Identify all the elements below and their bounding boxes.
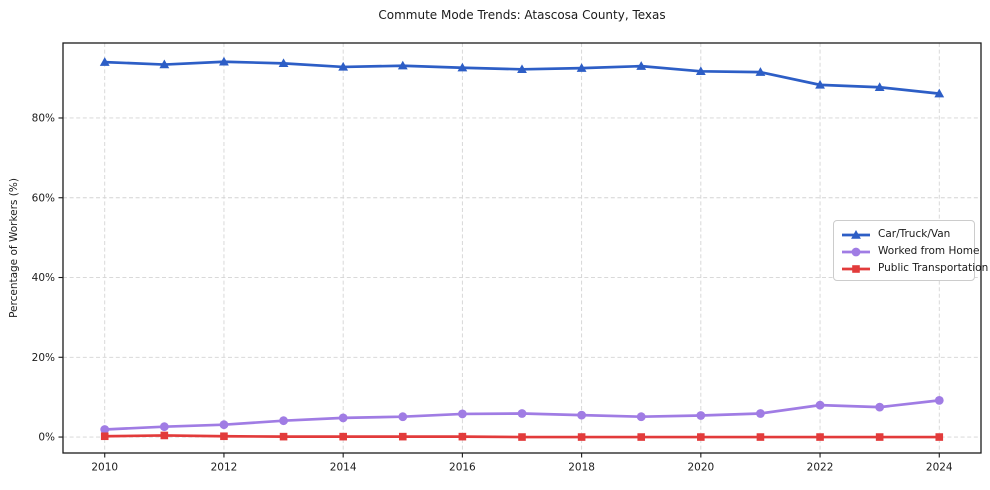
series-worked-from-home <box>100 395 944 434</box>
plot-border <box>62 42 982 454</box>
x-tick-label: 2024 <box>926 462 953 474</box>
x-tick-label: 2022 <box>807 462 834 474</box>
y-tick-label: 40% <box>32 272 55 284</box>
legend-item-worked-from-home: Worked from Home <box>841 242 979 259</box>
chart-title: Commute Mode Trends: Atascosa County, Te… <box>378 8 666 22</box>
y-tick-label: 60% <box>32 192 55 204</box>
legend-line-marker <box>842 229 870 239</box>
y-tick-label: 0% <box>38 432 55 444</box>
legend-item-public-transportation: Public Transportation <box>841 259 988 276</box>
legend-swatch-public-transportation <box>841 261 871 275</box>
axis-ticks: 2010 2012 2014 2016 2018 2020 2022 2024 0% 20% 40%… <box>32 113 953 474</box>
gridlines <box>63 43 981 453</box>
y-tick-label: 20% <box>32 352 55 364</box>
x-tick-label: 2018 <box>568 462 595 474</box>
x-tick-label: 2014 <box>330 462 357 474</box>
legend-label: Public Transportation <box>878 261 989 274</box>
x-tick-label: 2010 <box>91 462 118 474</box>
legend-swatch-car-truck-van <box>841 227 871 241</box>
legend: Car/Truck/Van Worked from Home Public Tr… <box>833 220 988 281</box>
x-tick-label: 2012 <box>211 462 238 474</box>
legend-item-car-truck-van: Car/Truck/Van <box>841 225 966 242</box>
legend-label: Car/Truck/Van <box>878 227 951 240</box>
y-tick-label: 80% <box>32 113 55 125</box>
x-tick-label: 2020 <box>687 462 714 474</box>
x-tick-label: 2016 <box>449 462 476 474</box>
series-public-transportation <box>100 431 944 441</box>
legend-swatch-worked-from-home <box>841 244 871 258</box>
legend-line-marker <box>842 247 870 256</box>
series-car-truck-van <box>99 56 945 98</box>
legend-line-marker <box>842 264 870 273</box>
legend-label: Worked from Home <box>878 244 980 257</box>
